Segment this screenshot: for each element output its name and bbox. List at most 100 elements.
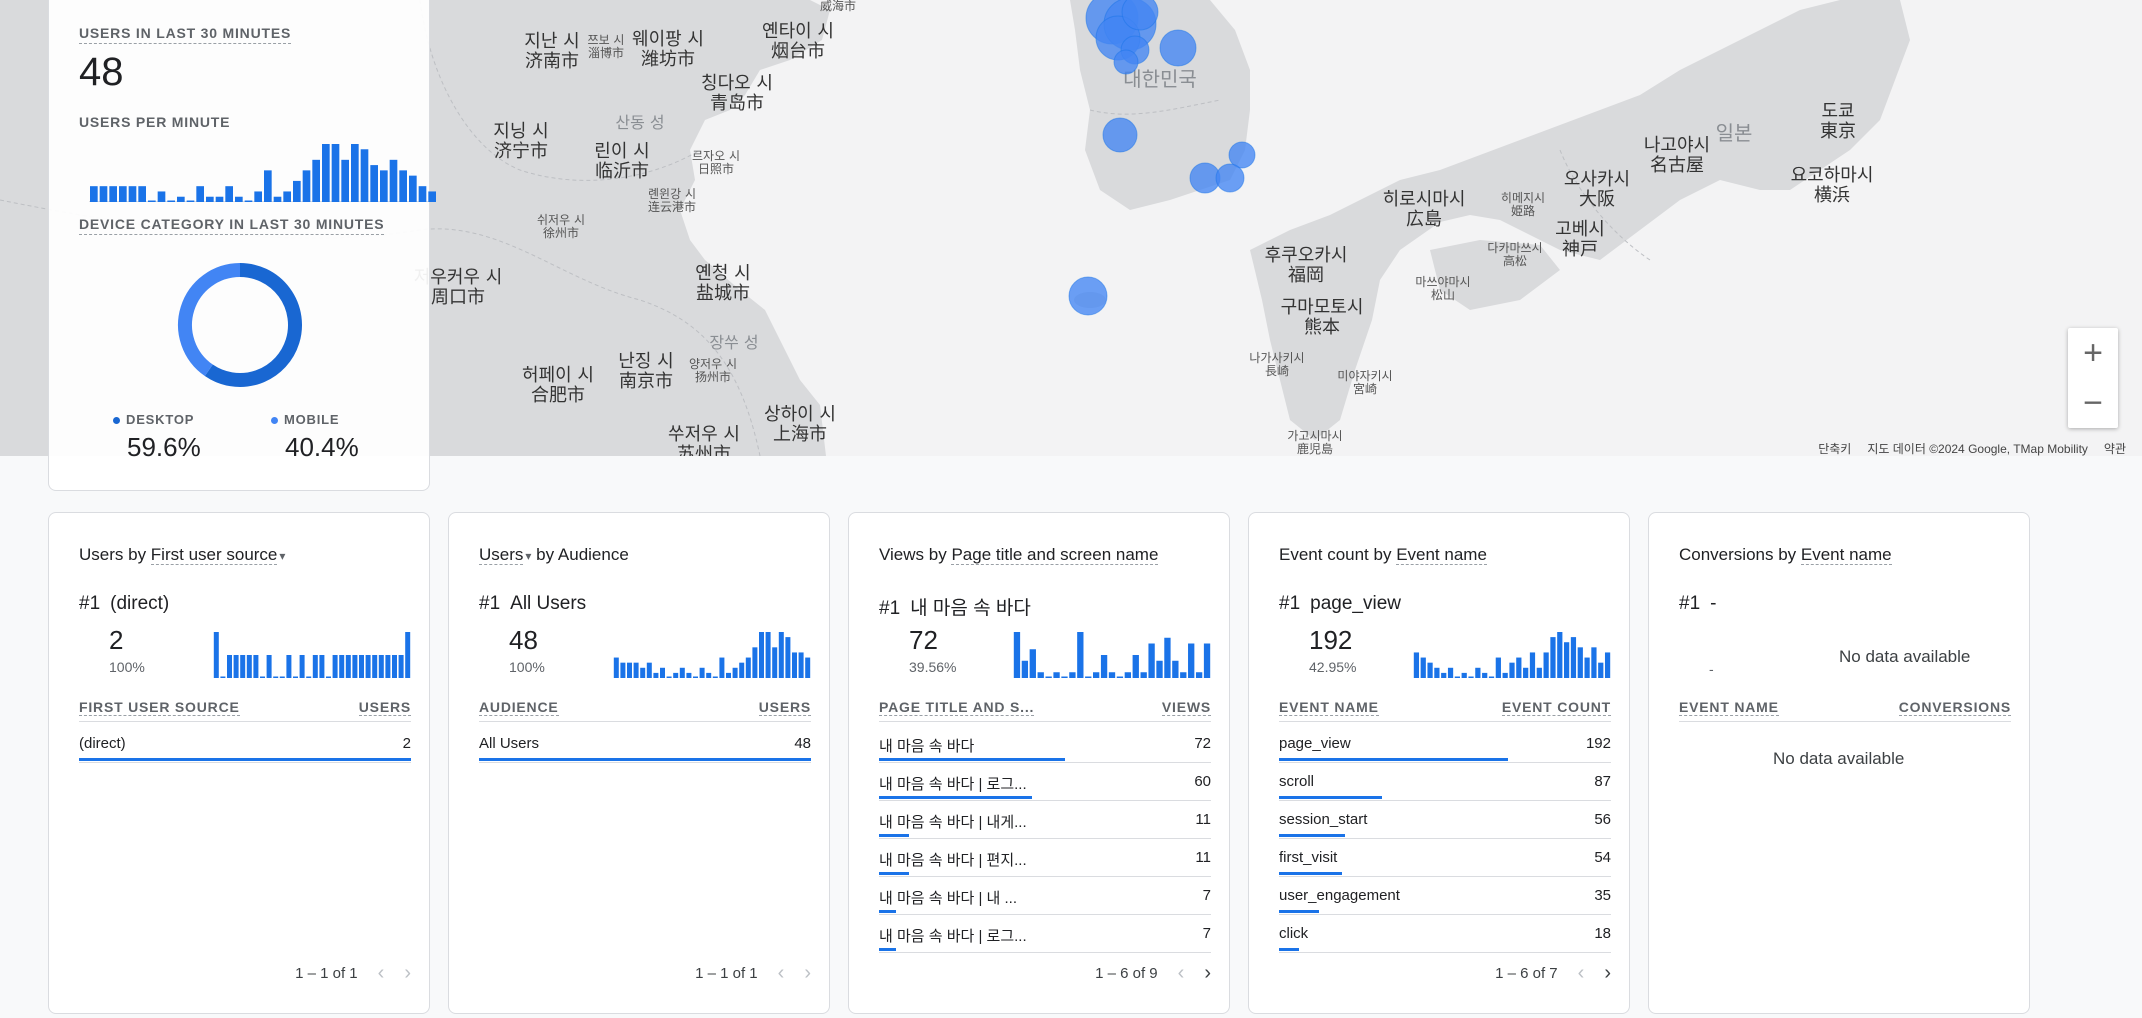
- table-row[interactable]: 내 마음 속 바다 | 로그... 60: [879, 763, 1211, 801]
- card-title[interactable]: Conversions by Event name: [1679, 545, 1892, 565]
- trend-bar: [339, 655, 345, 678]
- row-metric: 7: [1202, 887, 1211, 904]
- trend-bar: [1557, 632, 1563, 678]
- table-row[interactable]: (direct) 2: [79, 725, 411, 763]
- user-location-bubble[interactable]: [1121, 0, 1159, 31]
- row-share-bar: [1279, 758, 1509, 761]
- column-header-dimension[interactable]: AUDIENCE: [479, 699, 559, 716]
- trend-bar: [220, 676, 226, 678]
- column-header-metric[interactable]: USERS: [758, 699, 811, 716]
- map-city-label: 장쑤 성: [709, 333, 759, 352]
- table-row[interactable]: first_visit 54: [1279, 839, 1611, 877]
- next-page-icon[interactable]: ›: [404, 962, 411, 984]
- per-minute-bar: [254, 191, 262, 202]
- column-header-metric[interactable]: USERS: [358, 699, 411, 716]
- row-metric: 48: [794, 735, 811, 752]
- trend-bar: [673, 672, 679, 678]
- card-title[interactable]: Users ▾ by Audience: [479, 545, 629, 565]
- desktop-dot-icon: [113, 417, 120, 425]
- trend-bar: [666, 676, 672, 678]
- trend-bar: [1509, 662, 1515, 678]
- row-dimension: user_engagement: [1279, 887, 1400, 904]
- table-header: AUDIENCE USERS: [479, 699, 811, 722]
- per-minute-bar: [341, 159, 349, 202]
- user-location-bubble[interactable]: [1113, 49, 1139, 75]
- row-divider: [879, 762, 1211, 763]
- column-header-dimension[interactable]: PAGE TITLE AND S...: [879, 699, 1035, 716]
- table-row[interactable]: 내 마음 속 바다 | 로그... 7: [879, 915, 1211, 953]
- trend-bar: [345, 655, 351, 678]
- trend-bar: [266, 655, 272, 678]
- prev-page-icon[interactable]: ‹: [777, 962, 785, 984]
- zoom-out-button[interactable]: −: [2083, 383, 2103, 422]
- top-item-percent: 100%: [509, 659, 545, 675]
- table-row[interactable]: click 18: [1279, 915, 1611, 953]
- per-minute-bar: [215, 196, 224, 202]
- table-row[interactable]: session_start 56: [1279, 801, 1611, 839]
- card-users-by-audience: Users ▾ by Audience #1 All Users 48 100% A…: [448, 512, 830, 1014]
- row-dimension: 내 마음 속 바다: [879, 738, 975, 755]
- zoom-in-button[interactable]: +: [2083, 333, 2103, 372]
- card-title[interactable]: Event count by Event name: [1279, 545, 1487, 565]
- next-page-icon[interactable]: ›: [1204, 962, 1211, 984]
- trend-bar: [1598, 662, 1604, 678]
- map-city-label: 옌청 시 盐城市: [695, 263, 751, 304]
- user-location-bubble[interactable]: [1215, 163, 1245, 193]
- per-minute-bar: [235, 196, 243, 202]
- per-minute-bar: [167, 200, 175, 202]
- donut-slice-desktop[interactable]: [204, 263, 302, 387]
- card-users-by-first-user-source: Users by First user source ▾ #1 (direct) 2…: [48, 512, 430, 1014]
- prev-page-icon[interactable]: ‹: [1177, 962, 1185, 984]
- map-terms-link[interactable]: 약관: [2103, 442, 2126, 456]
- trend-bar: [233, 655, 239, 678]
- map-shortcuts-link[interactable]: 단축키: [1818, 442, 1852, 456]
- user-location-bubble[interactable]: [1102, 117, 1138, 153]
- table-row[interactable]: user_engagement 35: [1279, 877, 1611, 915]
- table-row[interactable]: All Users 48: [479, 725, 811, 763]
- row-metric: 11: [1195, 849, 1211, 866]
- table-row[interactable]: page_view 192: [1279, 725, 1611, 763]
- prev-page-icon[interactable]: ‹: [1577, 962, 1585, 984]
- prev-page-icon[interactable]: ‹: [377, 962, 385, 984]
- card-title[interactable]: Views by Page title and screen name: [879, 545, 1159, 565]
- trend-bar: [752, 647, 758, 678]
- trend-bar: [286, 655, 292, 678]
- row-divider: [1279, 762, 1611, 763]
- per-minute-bar: [128, 186, 137, 202]
- table-row[interactable]: scroll 87: [1279, 763, 1611, 801]
- trend-bar: [1564, 642, 1570, 678]
- trend-bar: [332, 655, 338, 678]
- next-page-icon[interactable]: ›: [804, 962, 811, 984]
- table-row[interactable]: 내 마음 속 바다 72: [879, 725, 1211, 763]
- card-title[interactable]: Users by First user source ▾: [79, 545, 286, 565]
- table-row[interactable]: 내 마음 속 바다 | 편지... 11: [879, 839, 1211, 877]
- dropdown-caret-icon[interactable]: ▾: [279, 549, 286, 563]
- trend-bar: [1124, 672, 1131, 678]
- map-city-label: 쉬저우 시 徐州市: [537, 213, 585, 241]
- column-header-metric[interactable]: CONVERSIONS: [1898, 699, 2011, 716]
- user-location-bubble[interactable]: [1068, 276, 1108, 316]
- row-share-bar: [1279, 796, 1382, 799]
- column-header-metric[interactable]: VIEWS: [1161, 699, 1211, 716]
- top-item-percent: 39.56%: [909, 659, 957, 675]
- users-per-minute-chart[interactable]: [89, 140, 437, 202]
- dropdown-caret-icon[interactable]: ▾: [525, 549, 532, 563]
- table-row[interactable]: 내 마음 속 바다 | 내 ... 7: [879, 877, 1211, 915]
- next-page-icon[interactable]: ›: [1604, 962, 1611, 984]
- map-city-label: 나가사키시 長崎: [1249, 351, 1305, 379]
- trend-bar: [405, 632, 411, 678]
- table-row[interactable]: 내 마음 속 바다 | 내게... 11: [879, 801, 1211, 839]
- user-location-bubble[interactable]: [1159, 29, 1197, 67]
- row-share-bar: [79, 758, 411, 761]
- user-location-bubble[interactable]: [1228, 141, 1256, 169]
- users-last-30-min-label[interactable]: USERS IN LAST 30 MINUTES: [79, 25, 292, 44]
- map-city-label: 후쿠오카시 福岡: [1264, 245, 1348, 286]
- donut-slice-mobile[interactable]: [178, 263, 241, 377]
- top-item: #1-: [1679, 593, 1717, 614]
- device-category-label[interactable]: DEVICE CATEGORY IN LAST 30 MINUTES: [79, 216, 385, 235]
- column-header-dimension[interactable]: FIRST USER SOURCE: [79, 699, 240, 716]
- device-category-donut[interactable]: [175, 260, 305, 390]
- column-header-dimension[interactable]: EVENT NAME: [1279, 699, 1379, 716]
- column-header-dimension[interactable]: EVENT NAME: [1679, 699, 1779, 716]
- column-header-metric[interactable]: EVENT COUNT: [1501, 699, 1611, 716]
